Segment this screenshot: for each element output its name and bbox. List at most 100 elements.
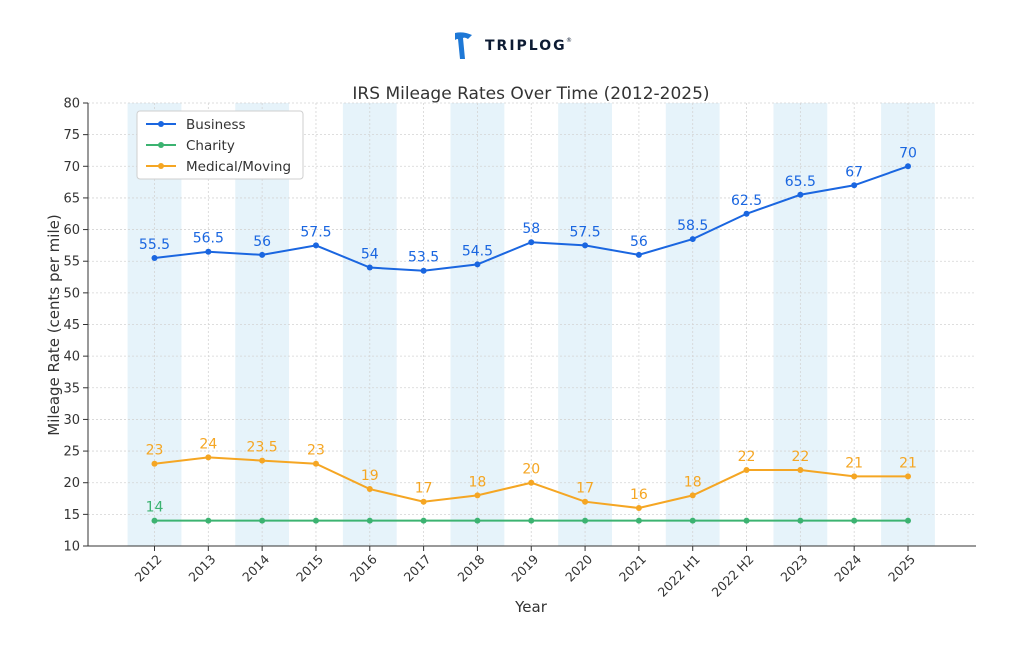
legend: Business Charity Medical/Moving bbox=[136, 110, 304, 180]
legend-marker bbox=[158, 163, 164, 169]
data-point-business bbox=[528, 239, 535, 246]
brand-name: TRIPLOG bbox=[485, 38, 567, 54]
data-point-business bbox=[797, 191, 804, 198]
data-point-charity bbox=[259, 517, 266, 524]
legend-label: Business bbox=[186, 117, 246, 133]
data-point-charity bbox=[851, 517, 858, 524]
data-point-business bbox=[851, 182, 858, 189]
data-label-medical-moving: 20 bbox=[522, 462, 540, 478]
legend-label: Charity bbox=[186, 138, 235, 154]
data-point-charity bbox=[205, 517, 212, 524]
data-label-business: 55.5 bbox=[139, 237, 170, 253]
data-label-medical-moving: 21 bbox=[899, 455, 917, 471]
data-point-medical-moving bbox=[474, 492, 481, 499]
data-point-business bbox=[474, 261, 481, 268]
data-point-medical-moving bbox=[743, 467, 750, 474]
data-point-medical-moving bbox=[205, 454, 212, 461]
data-label-business: 67 bbox=[845, 164, 863, 180]
data-label-business: 57.5 bbox=[300, 224, 331, 240]
y-tick-label: 65 bbox=[63, 191, 80, 206]
data-label-business: 57.5 bbox=[569, 224, 600, 240]
data-label-medical-moving: 24 bbox=[199, 436, 217, 452]
data-label-business: 56 bbox=[253, 234, 271, 250]
data-label-business: 53.5 bbox=[408, 250, 439, 266]
y-tick-label: 80 bbox=[63, 97, 80, 112]
data-point-medical-moving bbox=[797, 467, 804, 474]
data-point-medical-moving bbox=[851, 473, 858, 480]
data-point-business bbox=[689, 236, 696, 243]
data-point-charity bbox=[689, 517, 696, 524]
data-point-charity bbox=[797, 517, 804, 524]
x-tick-label: 2015 bbox=[293, 552, 326, 585]
data-label-business: 58 bbox=[522, 221, 540, 237]
data-point-charity bbox=[528, 517, 535, 524]
brand-svg: TRIPLOG ® bbox=[455, 32, 572, 59]
y-tick-label: 20 bbox=[63, 476, 80, 491]
data-point-medical-moving bbox=[312, 460, 319, 467]
y-tick-label: 60 bbox=[63, 223, 80, 238]
data-point-business bbox=[420, 267, 427, 274]
data-point-business bbox=[743, 210, 750, 217]
data-label-business: 62.5 bbox=[731, 193, 762, 209]
x-tick-label: 2023 bbox=[777, 552, 810, 585]
data-point-charity bbox=[905, 517, 911, 524]
chart-title: IRS Mileage Rates Over Time (2012-2025) bbox=[352, 84, 709, 104]
legend-marker bbox=[158, 142, 164, 148]
data-label-medical-moving: 21 bbox=[845, 455, 863, 471]
data-label-medical-moving: 22 bbox=[738, 449, 756, 465]
x-tick-label: 2014 bbox=[239, 551, 272, 584]
y-tick-label: 25 bbox=[63, 445, 80, 460]
y-tick-label: 15 bbox=[63, 508, 80, 523]
y-tick-label: 75 bbox=[63, 128, 80, 143]
data-point-business bbox=[366, 264, 373, 271]
data-point-charity bbox=[312, 517, 319, 524]
y-tick-label: 45 bbox=[63, 318, 80, 333]
x-tick-label: 2025 bbox=[885, 552, 918, 585]
x-tick-label: 2013 bbox=[185, 552, 218, 585]
data-label-medical-moving: 17 bbox=[576, 481, 594, 497]
data-label-medical-moving: 23 bbox=[146, 443, 164, 459]
data-label-medical-moving: 23 bbox=[307, 443, 325, 459]
data-label-business: 54 bbox=[361, 247, 379, 263]
data-point-business bbox=[582, 242, 589, 249]
data-label-charity: 14 bbox=[146, 500, 164, 516]
data-label-business: 65.5 bbox=[785, 174, 816, 190]
data-label-business: 58.5 bbox=[677, 218, 708, 234]
data-label-medical-moving: 18 bbox=[684, 474, 702, 490]
data-point-medical-moving bbox=[151, 460, 158, 467]
data-point-charity bbox=[582, 517, 589, 524]
data-point-medical-moving bbox=[582, 498, 589, 505]
data-point-charity bbox=[743, 517, 750, 524]
data-point-business bbox=[905, 163, 911, 170]
series-lines bbox=[151, 163, 911, 524]
data-point-medical-moving bbox=[689, 492, 696, 499]
data-point-medical-moving bbox=[259, 457, 266, 464]
data-point-business bbox=[635, 251, 642, 258]
data-point-business bbox=[312, 242, 319, 249]
data-point-charity bbox=[420, 517, 427, 524]
data-point-medical-moving bbox=[366, 486, 373, 493]
y-axis-label: Mileage Rate (cents per mile) bbox=[45, 214, 63, 435]
registered-mark: ® bbox=[566, 37, 572, 44]
data-point-medical-moving bbox=[635, 505, 642, 512]
x-tick-label: 2016 bbox=[347, 551, 380, 584]
y-tick-label: 30 bbox=[63, 413, 80, 428]
data-point-charity bbox=[635, 517, 642, 524]
x-tick-label: 2022 H1 bbox=[655, 552, 703, 600]
y-tick-label: 70 bbox=[63, 160, 80, 175]
y-tick-label: 40 bbox=[63, 350, 80, 365]
legend-label: Medical/Moving bbox=[186, 159, 291, 175]
x-tick-label: 2019 bbox=[508, 551, 541, 584]
brand-header: TRIPLOG ® bbox=[0, 30, 1024, 60]
legend-marker bbox=[158, 121, 164, 127]
x-tick-label: 2017 bbox=[401, 552, 434, 585]
data-point-charity bbox=[474, 517, 481, 524]
data-label-business: 56.5 bbox=[193, 231, 224, 247]
data-point-charity bbox=[151, 517, 158, 524]
data-labels: 55.5 56.5 56 57.5 54 53.5 54.5 58 57.5 56 58.5 62.5… bbox=[139, 145, 917, 515]
data-point-medical-moving bbox=[528, 479, 535, 486]
y-tick-label: 50 bbox=[63, 286, 80, 301]
data-label-medical-moving: 17 bbox=[415, 481, 433, 497]
data-label-medical-moving: 18 bbox=[469, 474, 487, 490]
